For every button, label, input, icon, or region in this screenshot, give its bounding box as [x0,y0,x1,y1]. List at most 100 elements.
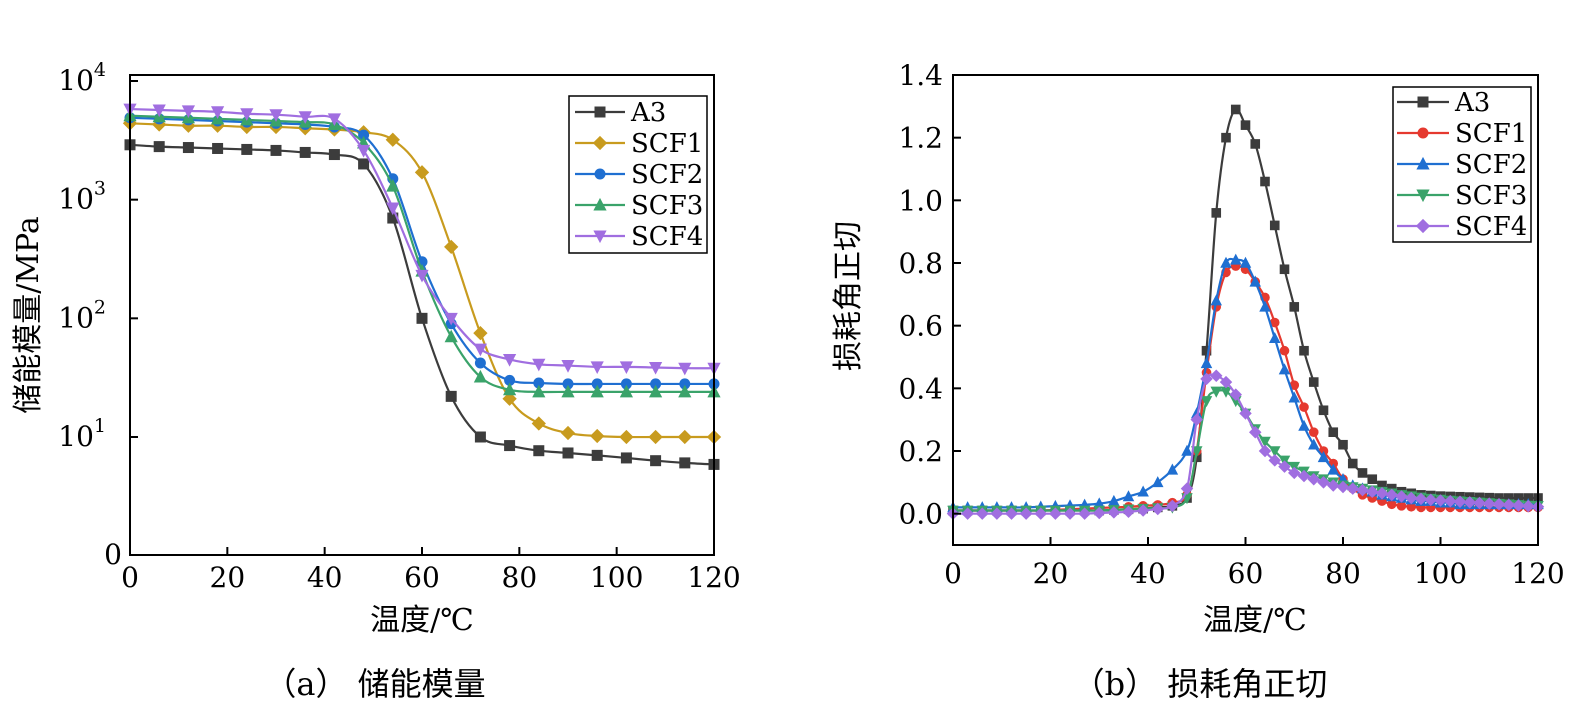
data-point-scf2 [1151,476,1164,488]
data-point-a3 [1269,220,1280,231]
data-point-scf2 [620,378,632,390]
data-point-scf2 [1259,300,1271,312]
data-point-a3 [650,455,662,467]
data-point-scf4 [1151,502,1164,516]
data-point-scf4 [590,361,604,375]
series-line-scf2 [953,257,1538,509]
data-point-scf2 [1239,256,1252,268]
data-point-scf4 [1483,497,1496,510]
data-point-scf4 [269,109,283,122]
data-point-scf4 [1444,494,1457,508]
data-point-scf4 [357,144,371,158]
data-point-scf2 [1317,451,1330,463]
data-point-scf4 [1453,495,1467,508]
data-point-scf4 [1288,466,1301,480]
data-point-scf4 [1512,499,1525,512]
data-point-scf4 [473,343,487,357]
data-point-scf4 [1122,505,1135,519]
data-point-scf4 [1414,492,1428,506]
legend-label-scf4: SCF4 [1455,212,1527,242]
data-point-scf4 [1473,496,1486,510]
data-point-scf1 [677,429,692,445]
data-point-a3 [1201,345,1212,356]
data-point-scf4 [444,312,458,326]
legend-label-scf4: SCF4 [631,222,703,252]
data-point-a3 [1308,377,1319,387]
data-point-scf4 [1434,494,1447,507]
y-tick-label-b: 1.2 [898,122,943,155]
data-point-scf1 [414,165,430,180]
data-point-a3 [504,440,516,452]
x-tick-label-a: 60 [404,561,440,594]
data-point-scf4 [1180,482,1194,495]
data-point-a3 [1230,104,1241,115]
data-point-scf4 [327,113,341,126]
data-point-a3 [1357,468,1368,478]
data-point-scf4 [1005,507,1018,520]
data-point-scf4 [1317,476,1330,489]
data-point-scf2 [1278,363,1291,375]
data-point-a3 [679,457,691,469]
data-point-a3 [1367,474,1378,484]
data-point-scf4 [1297,469,1311,483]
data-point-a3 [620,452,632,464]
data-point-a3 [1513,493,1524,503]
data-point-scf3 [1259,436,1271,448]
data-point-scf4 [678,362,692,376]
data-point-scf2 [1327,463,1340,475]
data-point-scf2 [504,374,516,386]
data-point-scf2 [562,378,574,390]
data-point-scf4 [1385,488,1398,502]
y-tick-label-b: 0.6 [898,310,943,343]
data-point-a3 [1221,132,1231,143]
y-axis-label-b: 损耗角正切 [831,221,866,371]
data-point-scf1 [619,429,634,445]
data-point-scf4 [1268,454,1281,467]
data-point-a3 [387,212,399,224]
y-tick-label-a: 101 [58,415,106,453]
data-point-a3 [591,449,603,461]
data-point-scf4 [1395,490,1408,503]
data-point-scf4 [1219,375,1233,389]
data-point-scf2 [1220,256,1232,268]
data-point-scf4 [1366,485,1379,498]
data-point-scf4 [1239,407,1252,420]
data-point-a3 [1299,345,1309,356]
data-point-scf1 [648,429,663,445]
data-point-scf2 [474,357,486,369]
series-line-scf1 [129,122,714,439]
x-tick-label-a: 40 [307,561,343,594]
data-point-scf4 [649,362,663,375]
data-point-scf3 [590,384,604,398]
x-tick-label-a: 0 [121,561,139,594]
data-point-scf4 [1307,472,1320,486]
data-point-scf3 [649,384,663,398]
data-point-a3 [1260,176,1270,187]
data-point-scf2 [679,378,691,390]
legend-marker-scf1 [592,135,608,151]
data-point-scf2 [1249,275,1262,287]
y-tick-label-b: 1.0 [898,184,943,217]
legend-marker-scf4 [1415,218,1431,234]
legend-marker-a3 [1417,96,1429,108]
y-tick-label-b: 1.4 [898,59,943,92]
data-point-scf4 [298,111,312,124]
data-point-scf4 [1107,506,1121,519]
data-point-a3 [182,142,194,154]
data-point-scf1 [1308,427,1319,438]
data-point-scf4 [1327,479,1340,492]
data-point-scf2 [1093,497,1106,509]
x-tick-label-b: 100 [1414,557,1467,590]
data-point-scf4 [1063,507,1077,520]
data-point-a3 [1250,139,1261,149]
data-point-scf4 [976,507,989,520]
data-point-a3 [299,146,311,158]
legend-label-scf1: SCF1 [631,129,703,159]
legend-marker-a3 [594,106,606,118]
data-point-scf4 [1463,496,1476,509]
data-point-scf4 [1049,507,1062,520]
data-point-a3 [1347,458,1358,469]
data-point-scf4 [240,108,254,121]
